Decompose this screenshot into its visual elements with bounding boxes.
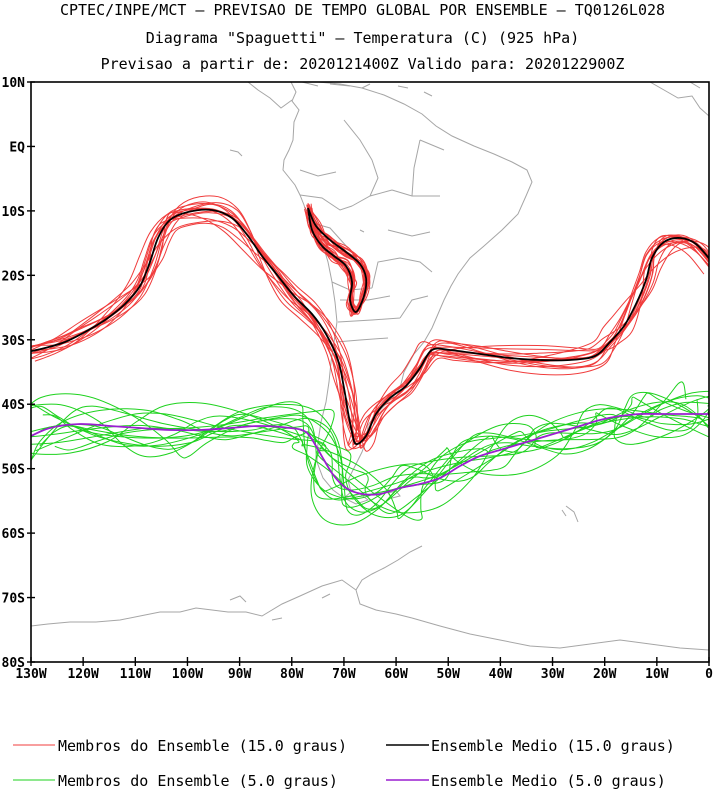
lat-tick-label: 30S: [2, 334, 26, 349]
lon-tick-label: 50W: [436, 667, 460, 682]
coastline-layer: [31, 82, 709, 651]
lat-tick-label: 10S: [2, 205, 26, 220]
map-subtitle: Diagrama "Spaguetti" – Temperatura (C) (…: [145, 29, 580, 47]
member-15c-contour: [32, 195, 709, 449]
ensemble-mean-15c: [31, 208, 709, 445]
member-15c-contour: [31, 208, 709, 443]
south-georgia: [565, 505, 579, 523]
lon-tick-label: 130W: [15, 667, 46, 682]
member-15c-contour: [34, 207, 705, 438]
member-15c-contour: [31, 201, 709, 449]
south-america-coast: [282, 82, 533, 499]
lon-tick-label: 60W: [384, 667, 408, 682]
member-5c-contour: [31, 390, 709, 516]
lat-tick-label: EQ: [9, 140, 25, 155]
legend-label-mean-5c: Ensemble Medio (5.0 graus): [431, 772, 666, 790]
member-5c-contour: [31, 395, 709, 513]
ensemble-members-5c: [31, 381, 709, 526]
member-5c-contour: [31, 401, 709, 500]
lat-tick-label: 40S: [2, 398, 26, 413]
ensemble-mean-15c-andes-loop: [307, 207, 368, 313]
forecast-validity: Previsao a partir de: 2020121400Z Valido…: [100, 55, 625, 73]
map-frame: [30, 81, 710, 663]
lon-tick-label: 100W: [172, 667, 203, 682]
lat-tick-label: 50S: [2, 463, 26, 478]
member-15c-andes-contour: [307, 202, 371, 317]
lon-tick-label: 30W: [541, 667, 565, 682]
lon-tick-label: 110W: [120, 667, 151, 682]
weddell-coast: [411, 617, 709, 651]
member-15c-andes-contour: [307, 205, 366, 315]
member-15c-contour: [31, 208, 709, 443]
member-5c-contour: [54, 381, 687, 526]
lat-tick-label: 80S: [2, 656, 26, 671]
legend-label-members-15c: Membros do Ensemble (15.0 graus): [58, 737, 347, 755]
lon-tick-label: 40W: [489, 667, 513, 682]
small-islands: [229, 149, 567, 517]
lon-tick-label: 120W: [67, 667, 98, 682]
member-5c-contour: [39, 391, 709, 500]
legend-label-members-5c: Membros do Ensemble (5.0 graus): [58, 772, 338, 790]
longitude-axis: 130W 120W 110W 100W 90W 80W 70W 60W 50W 40W 30W 20W…: [15, 657, 713, 682]
lon-tick-label: 20W: [593, 667, 617, 682]
member-15c-contour: [31, 208, 709, 439]
antarctic-islands: [229, 593, 331, 621]
member-15c-contour: [31, 211, 709, 446]
member-5c-contour: [31, 395, 709, 508]
map-title: CPTEC/INPE/MCT – PREVISAO DE TEMPO GLOBA…: [59, 1, 666, 19]
lon-tick-label: 80W: [280, 667, 304, 682]
latitude-axis: 10N EQ 10S 20S 30S 40S 50S 60S 70S 80S: [2, 76, 35, 671]
legend: Membros do Ensemble (15.0 graus) Ensembl…: [13, 737, 675, 790]
lat-tick-label: 70S: [2, 592, 26, 607]
member-15c-contour: [31, 210, 709, 438]
african-coast: [649, 82, 709, 117]
lon-tick-label: 90W: [228, 667, 252, 682]
member-5c-contour: [31, 401, 709, 510]
lat-tick-label: 20S: [2, 269, 26, 284]
lon-tick-label: 10W: [645, 667, 669, 682]
lon-tick-label: 70W: [332, 667, 356, 682]
legend-label-mean-15c: Ensemble Medio (15.0 graus): [431, 737, 675, 755]
antarctic-peninsula: [31, 545, 423, 627]
caribbean-islands: [329, 83, 433, 97]
lat-tick-label: 60S: [2, 527, 26, 542]
lon-tick-label: 0: [705, 667, 713, 682]
lat-tick-label: 10N: [2, 76, 26, 91]
central-america-coast: [247, 82, 319, 109]
ensemble-mean-5c: [31, 412, 709, 496]
